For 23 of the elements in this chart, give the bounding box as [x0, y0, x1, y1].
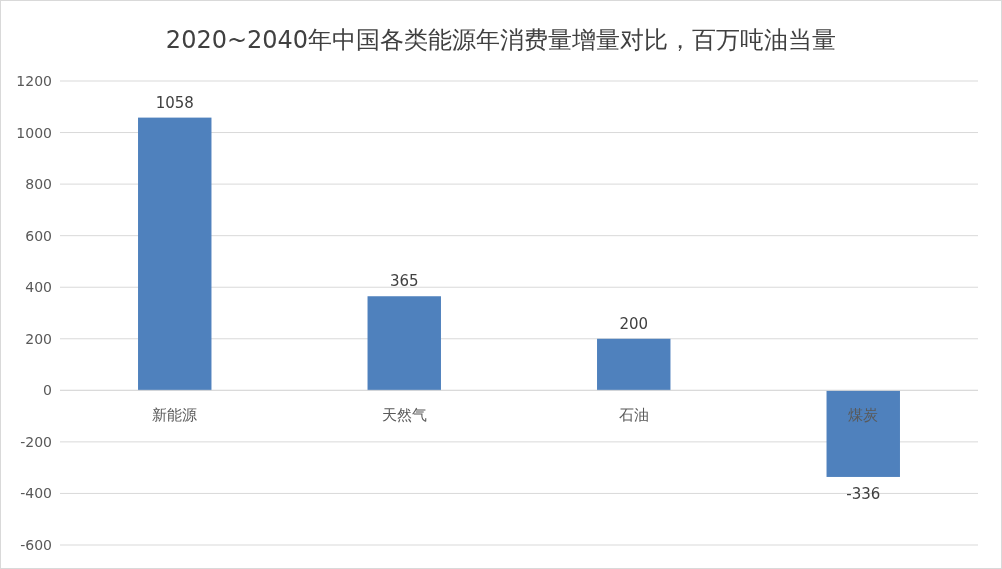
x-tick-label: 石油 — [618, 406, 649, 425]
y-tick-label: 600 — [25, 227, 52, 244]
x-tick-label: 煤炭 — [848, 406, 879, 425]
bar — [367, 296, 441, 391]
y-tick-label: -400 — [20, 485, 52, 502]
y-tick-label: 1200 — [16, 73, 52, 89]
y-tick-label: -600 — [20, 537, 52, 553]
y-tick-label: 1000 — [16, 124, 52, 141]
y-tick-label: 800 — [25, 176, 52, 193]
y-tick-label: 0 — [43, 382, 52, 399]
y-tick-label: -200 — [20, 433, 52, 450]
y-tick-label: 200 — [25, 330, 52, 347]
x-tick-label: 天然气 — [381, 406, 427, 425]
bar — [597, 338, 671, 391]
data-label: -336 — [846, 484, 881, 503]
y-tick-label: 400 — [25, 279, 52, 296]
chart-title: 2020~2040年中国各类能源年消费量增量对比，百万吨油当量 — [165, 26, 837, 54]
bar — [826, 390, 900, 477]
bar — [138, 117, 212, 391]
x-tick-label: 新能源 — [152, 406, 198, 425]
data-label: 1058 — [155, 93, 194, 112]
data-label: 200 — [619, 314, 649, 333]
data-label: 365 — [389, 272, 419, 291]
